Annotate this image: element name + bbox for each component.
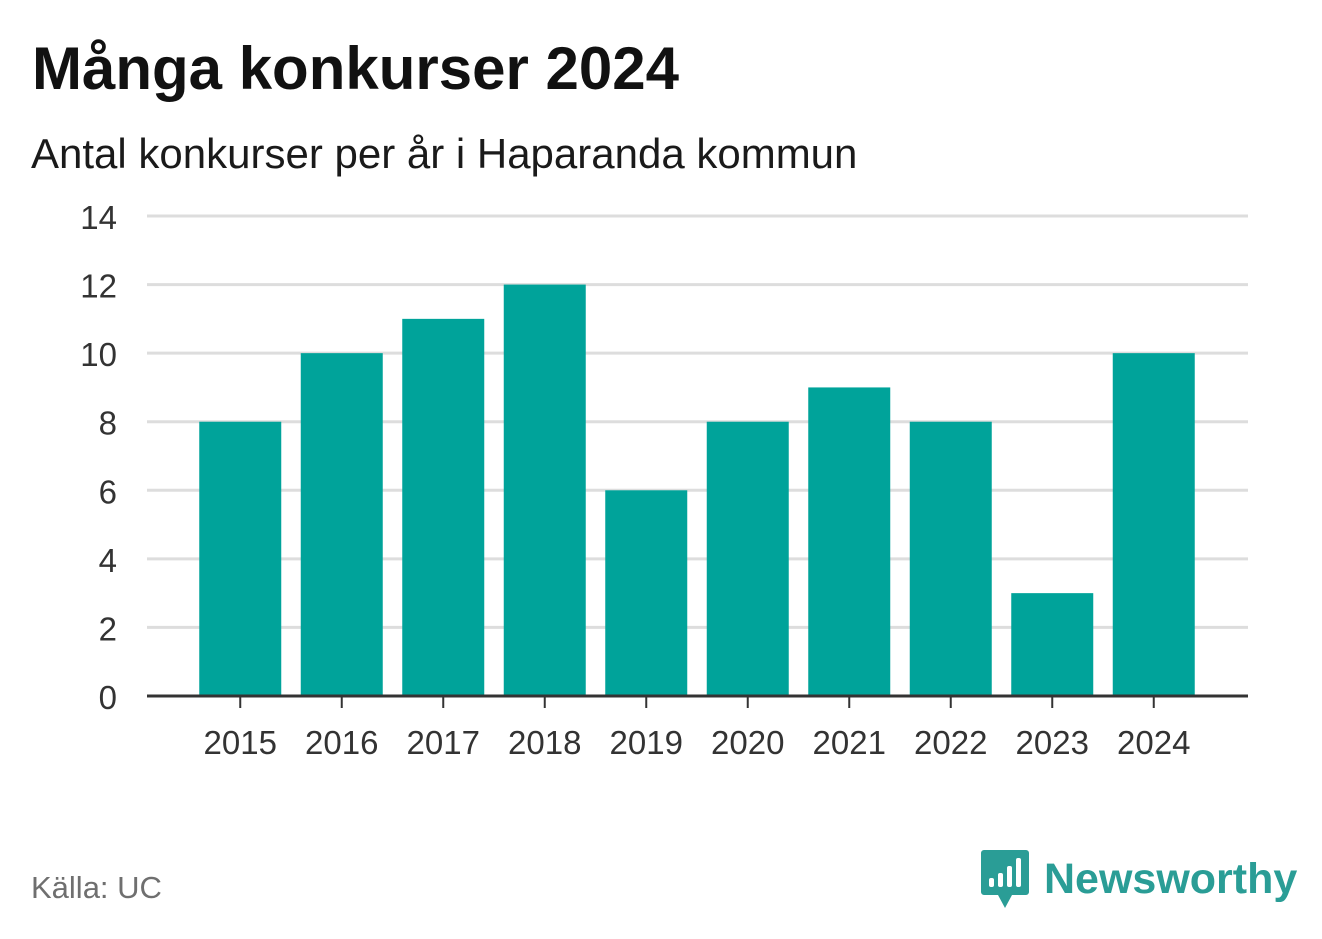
y-tick-label: 6 (99, 473, 117, 510)
bar-2020 (706, 421, 789, 696)
brand-name: Newsworthy (1044, 854, 1298, 903)
x-tick-label: 2022 (914, 724, 987, 761)
bar-2015 (199, 421, 282, 696)
bar-2024 (1112, 353, 1195, 696)
bar-2022 (909, 421, 992, 696)
bar-2021 (808, 387, 891, 696)
y-tick-label: 10 (80, 336, 117, 373)
y-tick-label: 0 (99, 679, 117, 716)
x-tick-label: 2021 (813, 724, 886, 761)
chart-subtitle: Antal konkurser per år i Haparanda kommu… (31, 130, 858, 177)
source-note: Källa: UC (31, 870, 162, 905)
x-tick-label: 2018 (508, 724, 581, 761)
y-tick-label: 12 (80, 268, 117, 305)
bar-2019 (605, 490, 688, 696)
y-tick-label: 14 (80, 199, 117, 236)
bars (199, 284, 1195, 696)
bar-2017 (402, 318, 485, 696)
x-tick-label: 2019 (610, 724, 683, 761)
x-tick-label: 2015 (204, 724, 277, 761)
y-axis-ticks: 0 2 4 6 8 10 12 14 (80, 199, 117, 716)
x-tick-label: 2016 (305, 724, 378, 761)
chart-title: Många konkurser 2024 (32, 35, 679, 102)
bar-2023 (1011, 593, 1094, 696)
x-tick-label: 2024 (1117, 724, 1190, 761)
x-tick-label: 2017 (407, 724, 480, 761)
y-tick-label: 4 (99, 542, 117, 579)
x-tick-label: 2020 (711, 724, 784, 761)
x-tick-label: 2023 (1016, 724, 1089, 761)
bar-2018 (503, 284, 586, 696)
y-tick-label: 8 (99, 405, 117, 442)
y-tick-label: 2 (99, 610, 117, 647)
newsworthy-logo-icon (981, 850, 1029, 908)
bar-2016 (300, 353, 383, 696)
x-axis: 2015 2016 2017 2018 2019 2020 2021 2022 2023 2024 (147, 694, 1248, 761)
newsworthy-brand[interactable]: Newsworthy (980, 848, 1297, 910)
